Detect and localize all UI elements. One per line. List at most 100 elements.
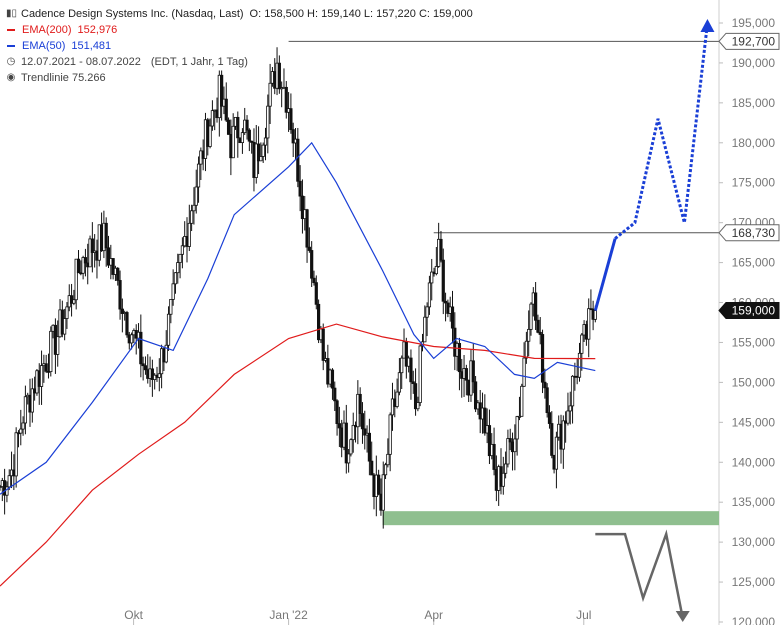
- candle-body: [534, 292, 538, 321]
- candle-body: [464, 368, 468, 381]
- candle-body: [473, 381, 478, 410]
- candle-body: [522, 357, 526, 387]
- y-tick-label: 195,000: [732, 16, 776, 30]
- candle-body: [434, 266, 438, 275]
- legend-ema50[interactable]: EMA(50) 151,481: [6, 38, 473, 54]
- candle-body: [296, 138, 300, 182]
- candle-body: [427, 282, 432, 308]
- candle-body: [536, 319, 540, 333]
- candle-body: [83, 257, 88, 264]
- bear-arrowhead: [675, 611, 690, 623]
- ema50-label: EMA(50): [22, 40, 66, 52]
- candle-body: [240, 132, 245, 144]
- candle-body: [413, 383, 418, 410]
- candle-body: [367, 432, 371, 462]
- y-tick-label: 135,000: [732, 495, 776, 509]
- candle-body: [268, 82, 272, 107]
- candle-body: [72, 299, 76, 304]
- candle-body: [208, 125, 212, 147]
- candle-body: [284, 86, 288, 113]
- trendline-icon: ◉: [6, 72, 16, 83]
- x-axis: Okt Jan '22 Apr Jul: [124, 608, 591, 625]
- clock-icon: ◷: [6, 56, 16, 67]
- legend-range: ◷ 12.07.2021 - 08.07.2022 (EDT, 1 Jahr, …: [6, 54, 473, 70]
- candle-body: [63, 318, 67, 335]
- candle-body: [457, 342, 462, 373]
- candle-body: [178, 253, 182, 263]
- candle-body: [118, 280, 122, 310]
- candle-body: [314, 282, 318, 305]
- candle-body: [501, 472, 505, 487]
- candle-body: [335, 400, 339, 425]
- ema-series: [0, 141, 596, 587]
- candle-body: [74, 258, 78, 301]
- candle-body: [443, 300, 448, 304]
- candle-body: [231, 125, 235, 159]
- candle-body: [587, 308, 591, 340]
- candle-body: [180, 245, 184, 255]
- candle-body: [224, 98, 228, 121]
- candle-body: [593, 310, 597, 320]
- candle-body: [471, 360, 475, 383]
- candle-body: [566, 410, 570, 424]
- candle-body: [187, 222, 191, 247]
- candle-body: [245, 119, 249, 131]
- candle-body: [261, 144, 265, 157]
- price-tags: 192,700 168,730 159,000: [718, 32, 780, 320]
- y-tick-label: 175,000: [732, 176, 776, 190]
- y-tick-label: 165,000: [732, 256, 776, 270]
- candle-body: [298, 180, 302, 197]
- candle-body: [513, 438, 517, 453]
- candle-body: [411, 381, 415, 385]
- candle-body: [129, 334, 134, 344]
- ema50-value: 151,481: [71, 40, 112, 52]
- candle-body: [150, 368, 154, 380]
- candle-body: [0, 486, 2, 489]
- ema50-line: [0, 141, 596, 495]
- candle-body: [259, 156, 263, 162]
- price-tag-label: 168,730: [732, 226, 776, 240]
- candle-body: [111, 258, 115, 275]
- candle-body: [381, 474, 385, 511]
- candle-body: [430, 271, 434, 284]
- y-tick-label: 185,000: [732, 96, 776, 110]
- candle-body: [515, 416, 519, 440]
- instrument-title: Cadence Design Systems Inc. (Nasdaq, Las…: [21, 8, 244, 20]
- candle-body: [305, 209, 309, 248]
- ema200-label: EMA(200): [22, 24, 72, 36]
- candle-body: [250, 140, 254, 143]
- candle-body: [547, 412, 552, 424]
- candle-body: [49, 330, 53, 373]
- trendline-label: Trendlinie 75.266: [21, 72, 106, 84]
- legend-ema200[interactable]: EMA(200) 152,976: [6, 22, 473, 38]
- candle-body: [358, 393, 362, 414]
- candle-body: [171, 283, 175, 300]
- candle-body: [300, 195, 305, 220]
- candle-body: [291, 129, 295, 144]
- candle-body: [425, 306, 429, 318]
- candle-body: [577, 352, 582, 378]
- candle-body: [310, 250, 314, 279]
- price-tag-label: 159,000: [732, 304, 776, 318]
- legend-trendline[interactable]: ◉ Trendlinie 75.266: [6, 70, 473, 86]
- candle-body: [256, 143, 261, 162]
- y-tick-label: 125,000: [732, 575, 776, 589]
- candle-body: [192, 204, 196, 212]
- ema50-swatch: [7, 45, 15, 47]
- annotation-lines: [288, 40, 719, 526]
- candle-body: [5, 486, 9, 496]
- candle-body: [307, 246, 311, 251]
- bear-forecast-path: [595, 529, 684, 619]
- x-tick-label: Jan '22: [269, 608, 308, 622]
- candle-body: [220, 74, 224, 107]
- candle-body: [30, 388, 34, 413]
- candle-body: [236, 116, 240, 139]
- candle-body: [545, 387, 549, 414]
- candle-body: [106, 247, 111, 266]
- chart-legend: ▮▯ Cadence Design Systems Inc. (Nasdaq, …: [6, 6, 473, 86]
- candle-body: [196, 163, 201, 188]
- bull-forecast-path: [614, 22, 709, 240]
- candle-body: [508, 438, 512, 443]
- candle-body: [176, 262, 180, 274]
- candle-body: [370, 460, 374, 476]
